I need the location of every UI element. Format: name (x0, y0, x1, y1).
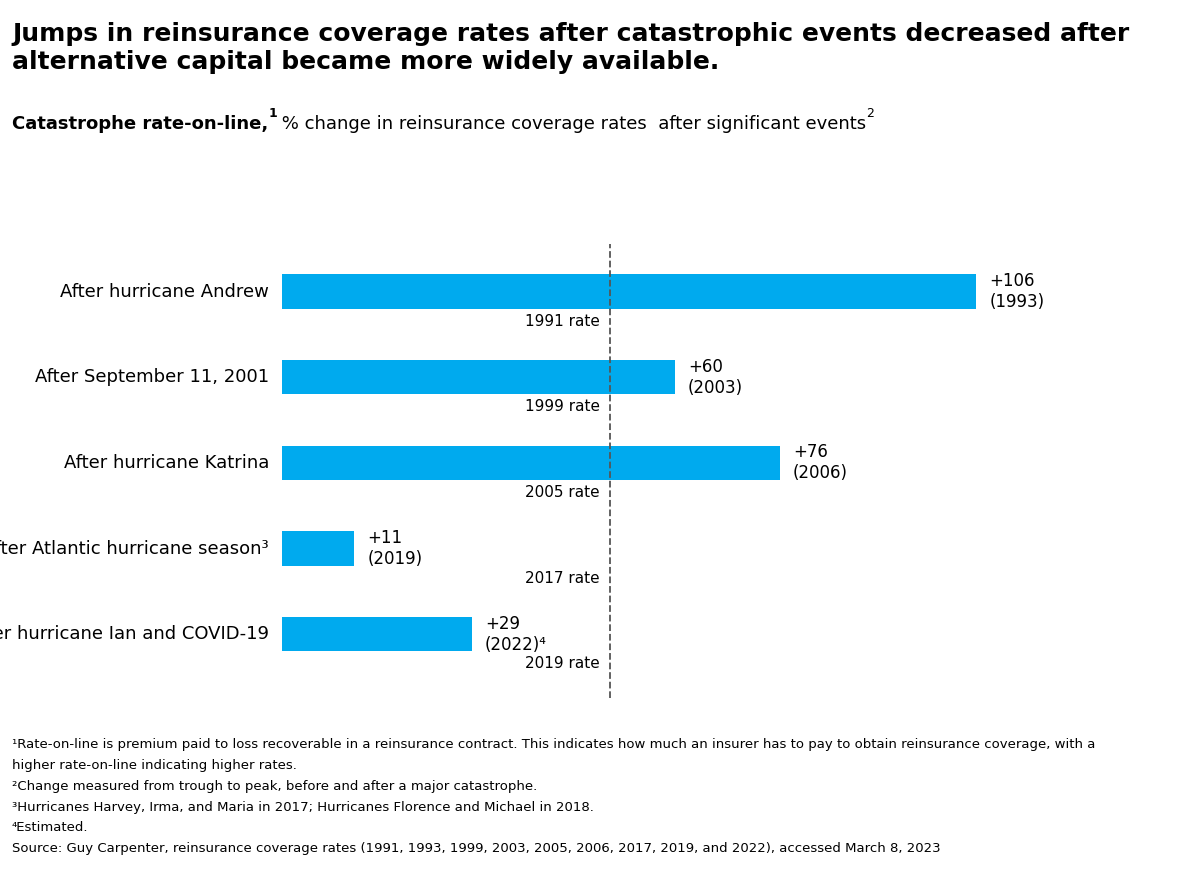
Text: +106
(1993): +106 (1993) (989, 272, 1044, 311)
Text: alternative capital became more widely available.: alternative capital became more widely a… (12, 50, 719, 73)
Text: higher rate-on-line indicating higher rates.: higher rate-on-line indicating higher ra… (12, 759, 296, 772)
Text: 1999 rate: 1999 rate (524, 400, 600, 415)
Text: +60
(2003): +60 (2003) (688, 358, 743, 396)
Text: Jumps in reinsurance coverage rates after catastrophic events decreased after: Jumps in reinsurance coverage rates afte… (12, 22, 1129, 45)
Text: 1: 1 (269, 107, 277, 120)
Text: 2: 2 (866, 107, 875, 120)
Text: +76
(2006): +76 (2006) (793, 443, 848, 482)
Bar (282, 446, 780, 480)
Text: ²Change measured from trough to peak, before and after a major catastrophe.: ²Change measured from trough to peak, be… (12, 780, 538, 793)
Text: After hurricane Andrew: After hurricane Andrew (60, 283, 269, 300)
Bar (282, 532, 354, 566)
Bar (282, 274, 977, 309)
Text: 2005 rate: 2005 rate (526, 485, 600, 500)
Text: % change in reinsurance coverage rates  after significant events: % change in reinsurance coverage rates a… (276, 115, 866, 134)
Text: 2017 rate: 2017 rate (526, 571, 600, 586)
Text: Catastrophe rate-on-line,: Catastrophe rate-on-line, (12, 115, 269, 134)
Text: 2019 rate: 2019 rate (524, 656, 600, 671)
Text: ³Hurricanes Harvey, Irma, and Maria in 2017; Hurricanes Florence and Michael in : ³Hurricanes Harvey, Irma, and Maria in 2… (12, 801, 594, 814)
Bar (282, 617, 472, 651)
Bar (282, 360, 674, 395)
Text: After Atlantic hurricane season³: After Atlantic hurricane season³ (0, 540, 269, 558)
Text: After hurricane Ian and COVID-19: After hurricane Ian and COVID-19 (0, 625, 269, 643)
Text: After September 11, 2001: After September 11, 2001 (35, 368, 269, 386)
Text: 1991 rate: 1991 rate (524, 313, 600, 329)
Text: +29
(2022)⁴: +29 (2022)⁴ (485, 615, 547, 654)
Text: ¹Rate-on-line is premium paid to loss recoverable in a reinsurance contract. Thi: ¹Rate-on-line is premium paid to loss re… (12, 738, 1096, 751)
Text: +11
(2019): +11 (2019) (367, 529, 422, 568)
Text: Source: Guy Carpenter, reinsurance coverage rates (1991, 1993, 1999, 2003, 2005,: Source: Guy Carpenter, reinsurance cover… (12, 842, 941, 856)
Text: ⁴Estimated.: ⁴Estimated. (12, 821, 89, 835)
Text: After hurricane Katrina: After hurricane Katrina (64, 454, 269, 471)
